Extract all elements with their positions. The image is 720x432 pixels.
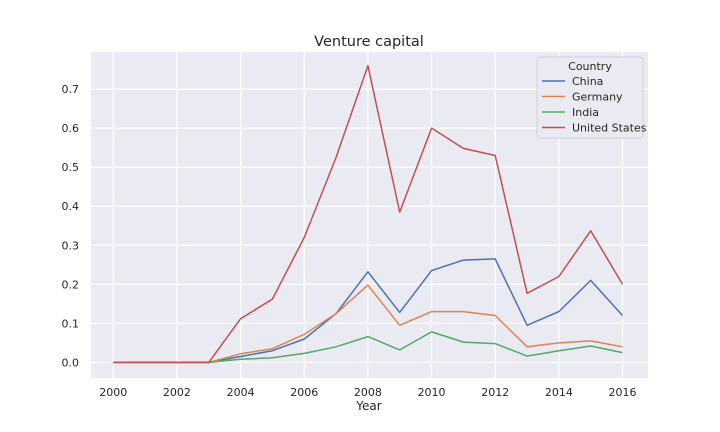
legend: Country China Germany India United States	[536, 56, 647, 139]
x-tick-label: 2008	[354, 386, 382, 399]
y-tick-label: 0.4	[62, 200, 80, 213]
legend-label-united-states: United States	[572, 122, 647, 135]
x-tick-label: 2014	[545, 386, 573, 399]
x-tick-label: 2002	[163, 386, 191, 399]
x-tick-label: 2006	[290, 386, 318, 399]
legend-label-germany: Germany	[572, 91, 623, 104]
legend-label-china: China	[572, 75, 603, 88]
y-tick-label: 0.3	[62, 239, 80, 252]
legend-box	[536, 56, 644, 139]
y-tick-label: 0.0	[62, 356, 80, 369]
x-tick-label: 2004	[227, 386, 255, 399]
x-tick-label: 2010	[418, 386, 446, 399]
chart-title: Venture capital	[314, 34, 424, 50]
y-tick-label: 0.5	[62, 161, 80, 174]
y-tick-label: 0.6	[62, 122, 80, 135]
legend-items: China Germany India United States	[542, 75, 647, 135]
legend-title: Country	[568, 60, 612, 73]
x-tick-label: 2000	[99, 386, 127, 399]
legend-label-india: India	[572, 106, 599, 119]
series-lines	[113, 64, 624, 364]
series-line-united-states	[113, 64, 624, 364]
y-tick-label: 0.7	[62, 83, 80, 96]
y-tick-labels: 0.0 0.1 0.2 0.3 0.4 0.5 0.6 0.7	[62, 83, 80, 369]
x-tick-label: 2016	[609, 386, 637, 399]
y-tick-label: 0.2	[62, 278, 80, 291]
y-tick-label: 0.1	[62, 317, 80, 330]
x-tick-label: 2012	[481, 386, 509, 399]
x-tick-labels: 2000 2002 2004 2006 2008 2010 2012 2014 2016	[99, 386, 636, 399]
x-axis-title: Year	[355, 399, 381, 413]
